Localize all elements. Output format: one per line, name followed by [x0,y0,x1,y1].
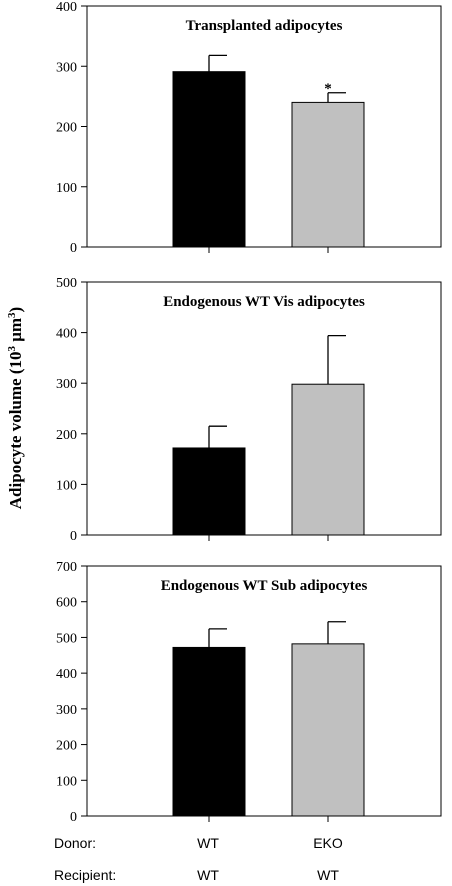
panel-title: Endogenous WT Vis adipocytes [163,294,365,310]
panels: 0 100 200 300 400 Transplanted adipocytes * 0 10… [56,0,442,825]
bar-wt [172,447,246,536]
y-tick-label: 200 [56,428,77,443]
y-tick-label: 400 [56,0,77,15]
bar-wt [172,71,246,248]
y-axis-label-mid: μm [6,318,25,346]
y-tick-label: 400 [56,667,77,682]
y-tick-label: 100 [56,478,77,493]
panel-3: 0 100 200 300 400 500 600 700 Endogenous WT Sub … [56,560,442,825]
bar-wt [172,646,246,817]
panel-title: Transplanted adipocytes [186,18,343,34]
donor-wt: WT [197,835,219,851]
y-tick-label: 300 [56,60,77,75]
y-axis-label-prefix: Adipocyte volume (10 [6,352,25,510]
y-tick-label: 0 [70,810,77,825]
y-tick-label: 0 [70,241,77,256]
y-axis-label-sup2: 3 [6,312,18,318]
y-tick-label: 300 [56,377,77,392]
recipient-wt-2: WT [317,867,339,883]
y-tick-label: 200 [56,739,77,754]
bar-eko [291,643,365,817]
plot-frame [86,565,442,817]
plot-frame [86,5,442,248]
y-tick-label: 400 [56,327,77,342]
recipient-wt-1: WT [197,867,219,883]
panel-2: 0 100 200 300 400 500 Endogenous WT Vis adipoc… [56,276,442,544]
y-tick-label: 500 [56,631,77,646]
y-tick-label: 300 [56,703,77,718]
footer-table: Donor: WT EKO Recipient: WT WT [54,835,343,883]
y-axis-label-suffix: ) [6,307,25,313]
y-tick-label: 0 [70,529,77,544]
donor-label: Donor: [54,835,96,851]
bar-eko [291,383,365,536]
recipient-label: Recipient: [54,867,116,883]
y-tick-label: 100 [56,181,77,196]
y-tick-label: 500 [56,276,77,291]
y-tick-label: 100 [56,774,77,789]
y-tick-label: 600 [56,596,77,611]
panel-title: Endogenous WT Sub adipocytes [161,578,368,594]
y-tick-label: 200 [56,121,77,136]
donor-eko: EKO [313,835,343,851]
panel-1: 0 100 200 300 400 Transplanted adipocytes * [56,0,442,256]
y-axis-label: Adipocyte volume (103 μm3) [6,307,25,509]
y-tick-label: 700 [56,560,77,575]
plot-frame [86,281,442,536]
bar-eko [291,101,365,248]
significance-star: * [324,81,332,97]
y-axis-label-sup1: 3 [6,346,18,352]
